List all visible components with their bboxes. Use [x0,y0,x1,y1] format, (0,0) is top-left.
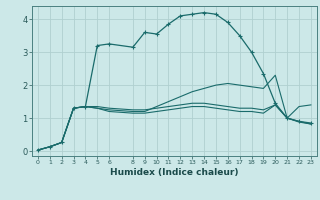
X-axis label: Humidex (Indice chaleur): Humidex (Indice chaleur) [110,168,239,177]
